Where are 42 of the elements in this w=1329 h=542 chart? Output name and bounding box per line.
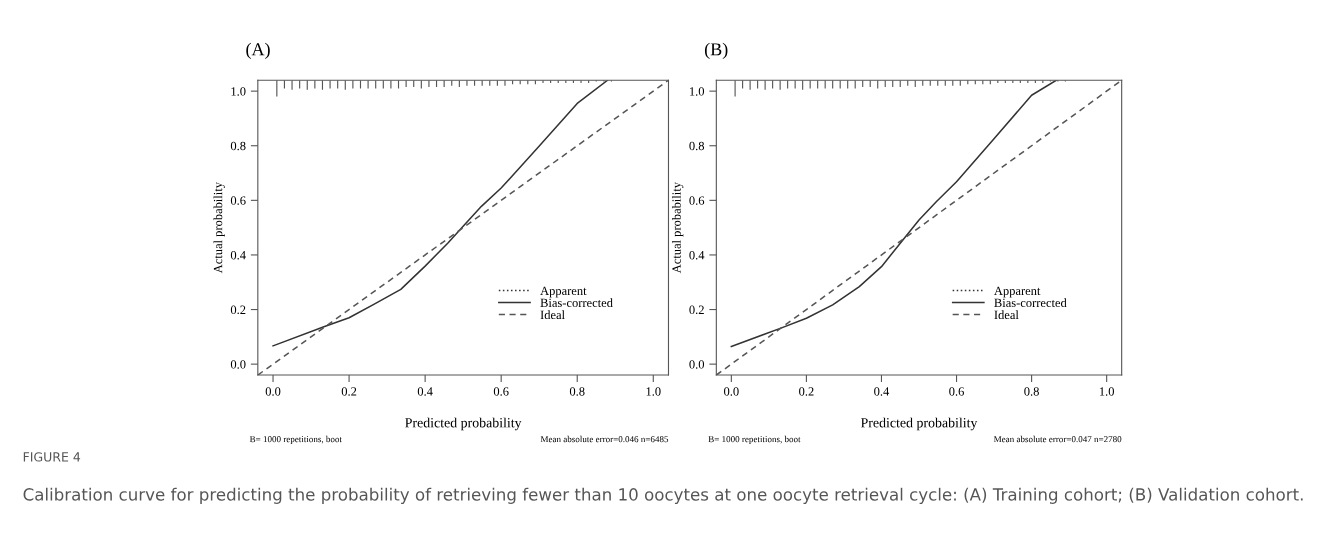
x-tick-label: 1.0: [646, 387, 661, 396]
x-tick-label: 0.6: [493, 387, 509, 396]
y-tick-label: 0.0: [230, 360, 246, 369]
text: Calibration curve for predicting the probability of retrieving fewer than 10 oocytes at one oocyte retrieval cycle: (A) Training cohort; (B) Validation cohort.: [23, 487, 1303, 504]
legend-label: Bias-corrected: [540, 298, 613, 308]
x-tick-label: 0.8: [569, 387, 585, 396]
x-tick-label: 0.0: [724, 387, 739, 396]
text: Mean absolute error=0.047 n=2780: [993, 435, 1122, 443]
x-tick-label: 0.0: [265, 387, 281, 396]
y-axis-title: Actual probability: [671, 182, 684, 274]
x-tick-label: 0.4: [874, 387, 890, 396]
y-tick-label: 0.6: [689, 196, 705, 205]
y-tick-label: 0.8: [689, 141, 705, 151]
chart-title: (B): [704, 42, 728, 60]
x-axis-title: Predicted probability: [860, 417, 978, 431]
y-tick-label: 0.0: [689, 360, 705, 369]
y-tick-label: 0.6: [230, 196, 246, 205]
y-tick-label: 0.4: [230, 250, 246, 260]
x-tick-label: 0.8: [1024, 387, 1039, 396]
y-axis-title: Actual probability: [213, 182, 225, 274]
x-tick-label: 0.2: [799, 387, 814, 396]
y-tick-label: 0.2: [230, 305, 246, 315]
y-tick-label: 0.4: [689, 250, 705, 260]
text: B= 1000 repetitions, boot: [708, 435, 801, 445]
text: B= 1000 repetitions, boot: [249, 435, 342, 445]
y-tick-label: 0.2: [689, 305, 704, 315]
x-tick-label: 0.6: [949, 387, 964, 396]
x-axis-title: Predicted probability: [405, 417, 522, 431]
x-tick-label: 0.2: [341, 387, 357, 396]
legend-label: Apparent: [994, 286, 1041, 298]
caption: FIGURE 4: [23, 452, 81, 462]
y-tick-label: 0.8: [230, 141, 246, 151]
legend-label: Apparent: [540, 286, 587, 298]
y-tick-label: 1.0: [690, 87, 705, 96]
text: Mean absolute error=0.046 n=6485: [540, 435, 669, 443]
legend-label: Ideal: [540, 310, 565, 320]
chart-title: (A): [246, 42, 270, 60]
x-tick-label: 1.0: [1099, 387, 1114, 396]
x-tick-label: 0.4: [417, 387, 433, 396]
legend-label: Bias-corrected: [994, 298, 1067, 308]
legend-label: Ideal: [994, 310, 1019, 320]
y-tick-label: 1.0: [231, 87, 246, 96]
